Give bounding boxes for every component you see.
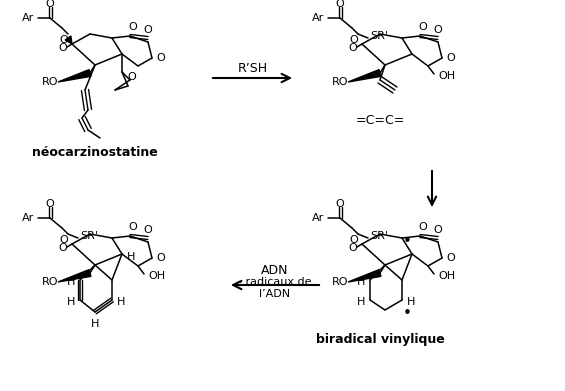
- Text: H: H: [117, 297, 125, 307]
- Text: RO: RO: [41, 77, 58, 87]
- Text: O: O: [60, 235, 68, 245]
- Text: O: O: [350, 35, 358, 45]
- Polygon shape: [348, 70, 381, 82]
- Text: O: O: [144, 25, 153, 35]
- Text: O: O: [336, 199, 345, 209]
- Text: O: O: [129, 22, 137, 32]
- Text: Ar: Ar: [22, 213, 34, 223]
- Text: H: H: [91, 319, 99, 329]
- Text: SR': SR': [370, 31, 388, 41]
- Text: O: O: [157, 53, 166, 63]
- Text: l’ADN: l’ADN: [259, 289, 290, 299]
- Text: OH: OH: [438, 71, 455, 81]
- Text: OH: OH: [148, 271, 165, 281]
- Text: O: O: [433, 25, 442, 35]
- Text: =C=C=: =C=C=: [355, 113, 405, 127]
- Text: SR': SR': [370, 231, 388, 241]
- Text: O: O: [59, 43, 67, 53]
- Text: ADN: ADN: [261, 264, 289, 276]
- Text: O: O: [433, 225, 442, 235]
- Text: O: O: [59, 243, 67, 253]
- Text: RO: RO: [332, 77, 348, 87]
- Text: H: H: [67, 297, 75, 307]
- Text: O: O: [129, 222, 137, 232]
- Text: H: H: [127, 252, 136, 262]
- Polygon shape: [58, 70, 91, 82]
- Text: O: O: [60, 35, 68, 45]
- Text: H: H: [67, 277, 75, 287]
- Text: néocarzinostatine: néocarzinostatine: [32, 145, 158, 158]
- Text: O: O: [157, 253, 166, 263]
- Text: O: O: [349, 243, 358, 253]
- Text: Ar: Ar: [312, 13, 324, 23]
- Polygon shape: [65, 36, 72, 44]
- Polygon shape: [58, 270, 91, 282]
- Text: - radicaux de: - radicaux de: [238, 277, 312, 287]
- Text: SR': SR': [80, 231, 98, 241]
- Text: H: H: [407, 297, 415, 307]
- Text: O: O: [336, 0, 345, 9]
- Text: O: O: [144, 225, 153, 235]
- Text: O: O: [446, 253, 455, 263]
- Text: biradical vinylique: biradical vinylique: [316, 334, 445, 346]
- Text: OH: OH: [438, 271, 455, 281]
- Text: RO: RO: [41, 277, 58, 287]
- Text: O: O: [446, 53, 455, 63]
- Text: O: O: [350, 235, 358, 245]
- Text: Ar: Ar: [22, 13, 34, 23]
- Text: •: •: [402, 307, 411, 321]
- Text: Ar: Ar: [312, 213, 324, 223]
- Text: O: O: [46, 199, 54, 209]
- Text: O: O: [419, 222, 427, 232]
- Text: O: O: [419, 22, 427, 32]
- Text: H: H: [357, 277, 365, 287]
- Text: O: O: [46, 0, 54, 9]
- Text: RO: RO: [332, 277, 348, 287]
- Text: R’SH: R’SH: [237, 61, 268, 75]
- Text: O: O: [349, 43, 358, 53]
- Text: O: O: [128, 72, 136, 82]
- Polygon shape: [348, 270, 381, 282]
- Text: •: •: [402, 233, 411, 249]
- Text: H: H: [357, 297, 365, 307]
